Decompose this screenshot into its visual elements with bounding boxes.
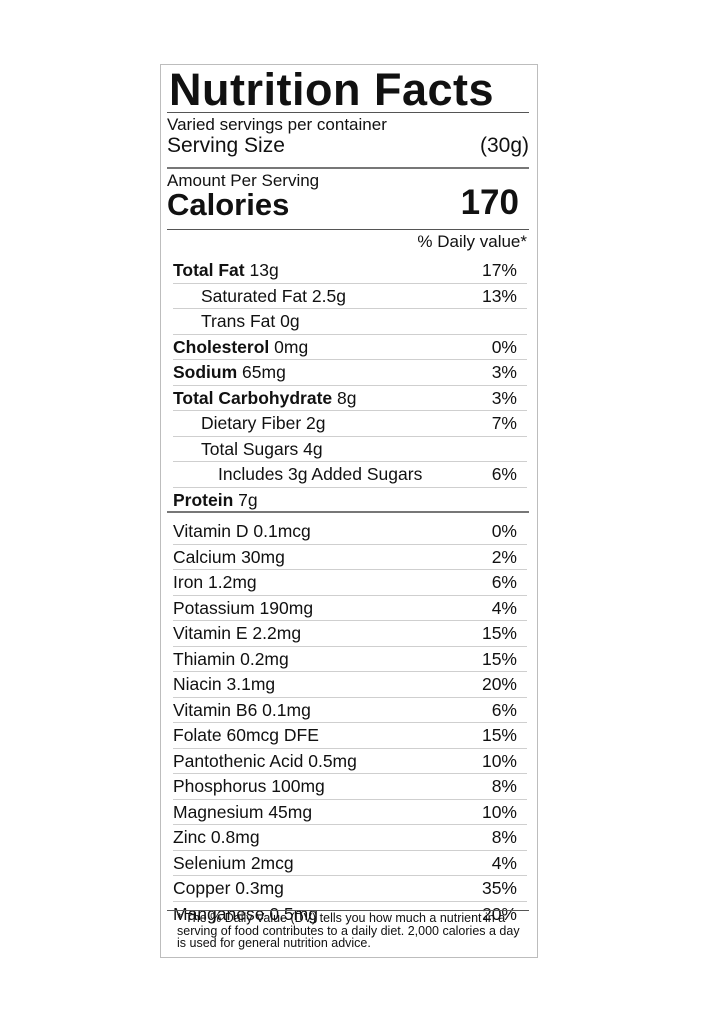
vitamin-row: Calcium 30mg 2% xyxy=(173,543,527,570)
vitamin-dv: 35% xyxy=(481,878,517,898)
nutrient-amount: Includes 3g Added Sugars xyxy=(218,464,423,484)
vitamin-row: Folate 60mcg DFE 15% xyxy=(173,722,527,748)
vitamin-row: Thiamin 0.2mg 15% xyxy=(173,645,527,672)
nutrient-dv: 3% xyxy=(491,387,517,408)
vitamin-name: Magnesium 45mg xyxy=(173,801,313,822)
vitamin-dv: 15% xyxy=(481,623,517,643)
nutrient-row-protein: Protein 7g xyxy=(173,486,527,513)
vitamin-row: Pantothenic Acid 0.5mg 10% xyxy=(173,747,527,774)
vitamin-name: Copper 0.3mg xyxy=(173,878,284,898)
nutrient-row-dietary-fiber: Dietary Fiber 2g 7% xyxy=(173,410,527,436)
nutrient-amount: 65mg xyxy=(237,362,286,382)
daily-value-footnote: * The % Daily Value (DV) tells you how m… xyxy=(177,911,520,950)
vitamin-name: Zinc 0.8mg xyxy=(173,827,260,847)
nutrient-row-total-fat: Total Fat 13g 17% xyxy=(173,258,527,283)
serving-size-value: (30g) xyxy=(479,134,529,157)
vitamin-row: Vitamin B6 0.1mg 6% xyxy=(173,696,527,723)
vitamin-row: Zinc 0.8mg 8% xyxy=(173,824,527,850)
vitamin-name: Selenium 2mcg xyxy=(173,852,294,873)
nutrient-amount: Total Sugars 4g xyxy=(201,438,323,459)
nutrient-amount: 8g xyxy=(332,387,357,408)
vitamin-row: Copper 0.3mg 35% xyxy=(173,875,527,901)
nutrient-row-total-sugars: Total Sugars 4g xyxy=(173,435,527,462)
vitamin-dv: 4% xyxy=(491,852,517,873)
nutrient-amount: Trans Fat 0g xyxy=(201,311,300,331)
nutrient-amount: Dietary Fiber 2g xyxy=(201,413,326,433)
nutrient-dv: 13% xyxy=(481,285,517,306)
vitamin-dv: 8% xyxy=(491,776,517,796)
title-divider xyxy=(167,112,529,113)
nutrition-facts-label: Nutrition Facts Varied servings per cont… xyxy=(160,64,538,958)
vitamin-name: Vitamin E 2.2mg xyxy=(173,623,302,643)
nutrient-name: Total Fat xyxy=(173,260,245,280)
vitamin-row: Magnesium 45mg 10% xyxy=(173,798,527,825)
vitamin-name: Potassium 190mg xyxy=(173,597,314,618)
nutrient-list: Total Fat 13g 17% Saturated Fat 2.5g 13%… xyxy=(173,258,527,512)
nutrient-row-trans-fat: Trans Fat 0g xyxy=(173,308,527,334)
vitamin-name: Vitamin B6 0.1mg xyxy=(173,699,311,720)
vitamin-dv: 10% xyxy=(481,750,517,771)
nutrient-amount: 13g xyxy=(244,260,279,280)
nutrient-dv: 7% xyxy=(491,413,517,433)
nutrient-dv: 0% xyxy=(491,336,517,357)
vitamin-dv: 0% xyxy=(491,521,517,541)
vitamin-row: Selenium 2mcg 4% xyxy=(173,849,527,876)
vitamin-name: Iron 1.2mg xyxy=(173,572,257,592)
vitamin-name: Calcium 30mg xyxy=(173,546,285,567)
vitamin-name: Manganese 0.5mg xyxy=(173,903,318,924)
daily-value-header: % Daily value* xyxy=(417,232,527,251)
servings-per-container: Varied servings per container xyxy=(167,115,387,134)
serving-divider xyxy=(167,167,529,169)
vitamin-list: Vitamin D 0.1mcg 0% Calcium 30mg 2% Iron 1… xyxy=(173,519,527,926)
vitamin-dv: 15% xyxy=(481,648,517,669)
calories-label: Calories xyxy=(167,187,290,222)
vitamins-divider xyxy=(167,511,529,513)
calories-divider xyxy=(167,229,529,230)
vitamin-dv: 15% xyxy=(481,725,517,745)
nutrient-dv: 17% xyxy=(481,260,517,280)
vitamin-row: Manganese 0.5mg 20% xyxy=(173,900,527,927)
nutrient-amount: 7g xyxy=(233,489,258,510)
vitamin-dv: 4% xyxy=(491,597,517,618)
vitamin-name: Niacin 3.1mg xyxy=(173,674,276,694)
calories-value: 170 xyxy=(460,183,519,222)
vitamin-dv: 20% xyxy=(481,903,517,924)
vitamin-row: Vitamin D 0.1mcg 0% xyxy=(173,519,527,544)
vitamin-name: Thiamin 0.2mg xyxy=(173,648,289,669)
serving-size-label: Serving Size xyxy=(167,134,285,157)
vitamin-name: Folate 60mcg DFE xyxy=(173,725,319,745)
vitamin-dv: 6% xyxy=(491,572,517,592)
nutrient-row-cholesterol: Cholesterol 0mg 0% xyxy=(173,333,527,360)
vitamin-row: Potassium 190mg 4% xyxy=(173,594,527,621)
nutrient-amount: Saturated Fat 2.5g xyxy=(201,285,346,306)
nutrient-name: Total Carbohydrate xyxy=(173,387,333,408)
nutrient-dv: 3% xyxy=(491,362,517,382)
nutrient-name: Protein xyxy=(173,489,234,510)
nutrient-row-total-carbohydrate: Total Carbohydrate 8g 3% xyxy=(173,384,527,411)
vitamin-name: Vitamin D 0.1mcg xyxy=(173,521,311,541)
vitamin-dv: 20% xyxy=(481,674,517,694)
nutrient-dv: 6% xyxy=(491,464,517,484)
nutrient-row-saturated-fat: Saturated Fat 2.5g 13% xyxy=(173,282,527,309)
nutrient-row-added-sugars: Includes 3g Added Sugars 6% xyxy=(173,461,527,487)
vitamin-row: Niacin 3.1mg 20% xyxy=(173,671,527,697)
vitamin-row: Iron 1.2mg 6% xyxy=(173,569,527,595)
vitamin-row: Phosphorus 100mg 8% xyxy=(173,773,527,799)
vitamin-row: Vitamin E 2.2mg 15% xyxy=(173,620,527,646)
vitamin-dv: 6% xyxy=(491,699,517,720)
vitamin-dv: 2% xyxy=(491,546,517,567)
footnote-divider xyxy=(167,910,529,911)
amount-per-serving: Amount Per Serving xyxy=(167,171,320,190)
nutrient-name: Sodium xyxy=(173,362,238,382)
vitamin-name: Phosphorus 100mg xyxy=(173,776,325,796)
vitamin-dv: 8% xyxy=(491,827,517,847)
label-title: Nutrition Facts xyxy=(169,64,495,115)
nutrient-amount: 0mg xyxy=(269,336,309,357)
vitamin-name: Pantothenic Acid 0.5mg xyxy=(173,750,357,771)
nutrient-row-sodium: Sodium 65mg 3% xyxy=(173,359,527,385)
nutrient-name: Cholesterol xyxy=(173,336,270,357)
vitamin-dv: 10% xyxy=(481,801,517,822)
